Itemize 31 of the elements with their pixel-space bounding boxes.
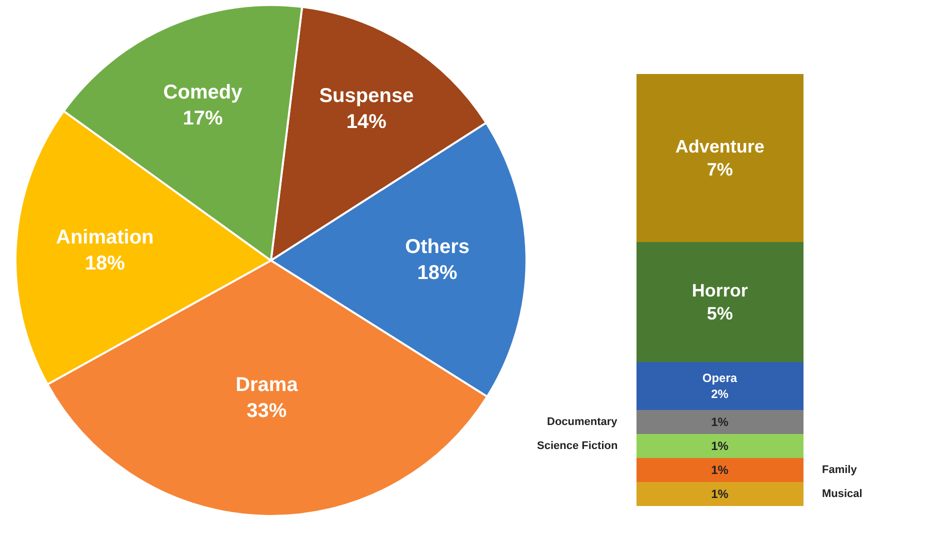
data-label: 33% [246, 400, 287, 422]
data-label: 18% [417, 262, 458, 284]
data-label: 2% [711, 386, 729, 401]
slice-label: Comedy [163, 81, 244, 104]
slice-label: Suspense [319, 84, 414, 107]
slice-label: Others [405, 236, 470, 258]
series-label: Science Fiction [537, 440, 618, 452]
data-label: 14% [346, 110, 387, 133]
series-label: Family [822, 464, 858, 476]
series-label: Documentary [547, 416, 618, 428]
series-label: Adventure [675, 136, 764, 156]
data-label: 18% [84, 252, 126, 275]
series-label: Opera [702, 371, 738, 386]
slice-label: Animation [56, 226, 154, 249]
bar [636, 242, 804, 362]
series-label: Horror [692, 280, 748, 300]
data-label: 1% [711, 463, 729, 477]
data-label: 1% [711, 439, 729, 453]
bar [636, 410, 804, 434]
data-label: 1% [711, 487, 729, 501]
data-label: 7% [706, 160, 733, 180]
bar [636, 74, 804, 242]
slice-label: Drama [236, 374, 299, 396]
data-label: 5% [706, 304, 733, 324]
bar [636, 482, 804, 506]
data-label: 1% [711, 415, 729, 429]
bar [636, 362, 804, 410]
bar [636, 434, 804, 458]
bar [636, 458, 804, 482]
series-label: Musical [822, 488, 862, 500]
data-label: 17% [182, 107, 223, 130]
